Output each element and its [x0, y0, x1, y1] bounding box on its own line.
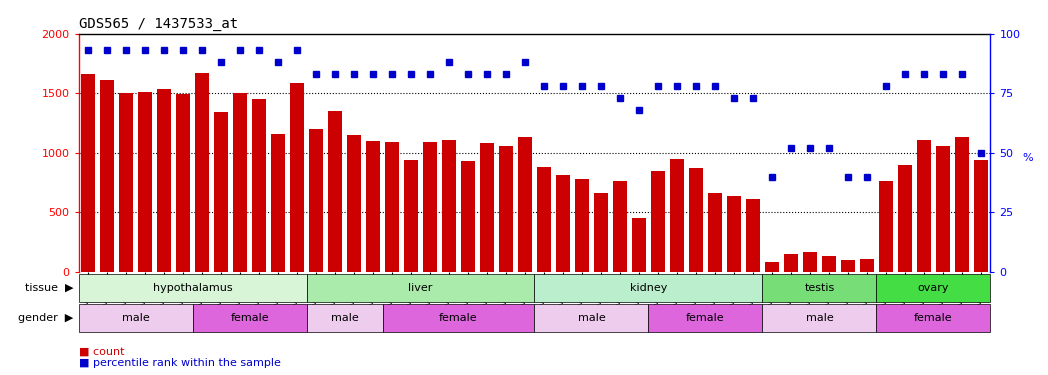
Text: female: female [231, 313, 269, 323]
Text: male: male [806, 313, 833, 323]
Bar [649, 304, 762, 332]
Bar [461, 161, 475, 272]
Bar [762, 274, 876, 302]
Text: testis: testis [804, 283, 834, 293]
Bar [442, 140, 456, 272]
Text: gender  ▶: gender ▶ [18, 313, 73, 323]
Bar [328, 111, 342, 272]
Bar [101, 80, 114, 272]
Bar [632, 218, 646, 272]
Text: male: male [122, 313, 150, 323]
Bar [79, 304, 193, 332]
Bar [195, 73, 209, 272]
Bar [746, 199, 760, 272]
Bar [253, 99, 266, 272]
Bar [534, 304, 649, 332]
Bar [879, 182, 893, 272]
Bar [975, 160, 987, 272]
Bar [306, 274, 534, 302]
Bar [157, 88, 171, 272]
Text: kidney: kidney [630, 283, 668, 293]
Bar [423, 142, 437, 272]
Text: female: female [439, 313, 478, 323]
Bar [538, 167, 550, 272]
Bar [708, 193, 722, 272]
Text: ■ count: ■ count [79, 346, 124, 356]
Bar [519, 137, 531, 272]
Bar [306, 304, 383, 332]
Bar [309, 129, 323, 272]
Bar [876, 304, 990, 332]
Bar [651, 171, 664, 272]
Bar [193, 304, 306, 332]
Bar [138, 92, 152, 272]
Bar [784, 254, 798, 272]
Bar [556, 176, 570, 272]
Bar [234, 93, 246, 272]
Bar [594, 193, 608, 272]
Text: male: male [577, 313, 606, 323]
Bar [347, 135, 361, 272]
Bar [367, 141, 379, 272]
Text: ■ percentile rank within the sample: ■ percentile rank within the sample [79, 357, 281, 368]
Text: male: male [331, 313, 358, 323]
Bar [671, 159, 683, 272]
Text: ovary: ovary [918, 283, 949, 293]
Y-axis label: %: % [1022, 153, 1032, 163]
Bar [82, 74, 94, 272]
Bar [803, 252, 816, 272]
Bar [727, 196, 741, 272]
Bar [955, 137, 968, 272]
Bar [936, 146, 949, 272]
Bar [480, 143, 494, 272]
Bar [823, 256, 835, 272]
Bar [405, 160, 418, 272]
Text: female: female [914, 313, 953, 323]
Text: tissue  ▶: tissue ▶ [25, 283, 73, 293]
Bar [290, 82, 304, 272]
Text: liver: liver [409, 283, 433, 293]
Bar [762, 304, 876, 332]
Bar [917, 140, 931, 272]
Bar [534, 274, 762, 302]
Text: hypothalamus: hypothalamus [153, 283, 233, 293]
Text: GDS565 / 1437533_at: GDS565 / 1437533_at [79, 17, 238, 32]
Bar [860, 259, 874, 272]
Bar [898, 165, 912, 272]
Bar [690, 168, 702, 272]
Bar [765, 262, 779, 272]
Bar [876, 274, 990, 302]
Bar [176, 94, 190, 272]
Bar [119, 93, 133, 272]
Bar [499, 146, 512, 272]
Bar [79, 274, 306, 302]
Bar [842, 260, 854, 272]
Bar [386, 142, 398, 272]
Bar [215, 112, 227, 272]
Bar [271, 134, 285, 272]
Bar [613, 182, 627, 272]
Text: female: female [686, 313, 725, 323]
Bar [383, 304, 534, 332]
Bar [575, 179, 589, 272]
